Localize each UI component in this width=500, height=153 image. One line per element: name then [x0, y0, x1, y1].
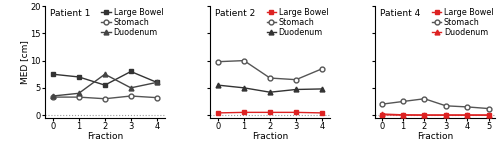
Duodenum — [400, 114, 406, 116]
Stomach — [76, 96, 82, 98]
Stomach — [50, 96, 56, 98]
Large Bowel — [378, 114, 384, 116]
Line: Duodenum: Duodenum — [216, 83, 324, 95]
Large Bowel — [50, 73, 56, 75]
Large Bowel — [293, 111, 299, 113]
Large Bowel — [215, 112, 221, 114]
Stomach — [443, 105, 449, 107]
Stomach — [267, 77, 273, 79]
Duodenum — [443, 114, 449, 116]
Duodenum — [76, 92, 82, 94]
Stomach — [241, 60, 247, 62]
Duodenum — [215, 84, 221, 86]
Line: Large Bowel: Large Bowel — [380, 112, 491, 118]
X-axis label: Fraction: Fraction — [86, 132, 123, 141]
Line: Duodenum: Duodenum — [380, 112, 491, 118]
Legend: Large Bowel, Stomach, Duodenum: Large Bowel, Stomach, Duodenum — [100, 7, 164, 38]
Stomach — [128, 95, 134, 97]
Stomach — [422, 98, 428, 100]
X-axis label: Fraction: Fraction — [417, 132, 454, 141]
Stomach — [400, 101, 406, 102]
Text: Patient 2: Patient 2 — [215, 9, 255, 19]
Large Bowel — [400, 114, 406, 116]
Duodenum — [464, 114, 470, 116]
Text: Patient 1: Patient 1 — [50, 9, 90, 19]
Stomach — [486, 108, 492, 109]
Stomach — [378, 103, 384, 105]
Stomach — [293, 79, 299, 81]
Large Bowel — [464, 114, 470, 116]
Duodenum — [422, 114, 428, 116]
Line: Large Bowel: Large Bowel — [50, 69, 160, 88]
Line: Large Bowel: Large Bowel — [216, 110, 324, 115]
Text: Patient 4: Patient 4 — [380, 9, 420, 19]
Large Bowel — [267, 111, 273, 113]
Large Bowel — [319, 112, 325, 114]
Large Bowel — [443, 114, 449, 116]
Stomach — [464, 106, 470, 108]
Large Bowel — [241, 111, 247, 113]
Large Bowel — [102, 84, 108, 86]
Line: Stomach: Stomach — [380, 96, 491, 111]
Stomach — [154, 97, 160, 99]
Duodenum — [50, 95, 56, 97]
Large Bowel — [422, 114, 428, 116]
Line: Stomach: Stomach — [50, 94, 160, 101]
Duodenum — [128, 87, 134, 89]
Y-axis label: MED [cm]: MED [cm] — [20, 40, 29, 84]
Stomach — [102, 98, 108, 100]
Duodenum — [241, 87, 247, 89]
Duodenum — [267, 91, 273, 93]
Large Bowel — [154, 82, 160, 83]
Duodenum — [319, 88, 325, 90]
Duodenum — [154, 82, 160, 83]
Stomach — [319, 68, 325, 70]
Large Bowel — [76, 76, 82, 78]
Duodenum — [378, 113, 384, 115]
X-axis label: Fraction: Fraction — [252, 132, 288, 141]
Line: Duodenum: Duodenum — [50, 72, 160, 98]
Large Bowel — [128, 71, 134, 72]
Line: Stomach: Stomach — [216, 58, 324, 82]
Legend: Large Bowel, Stomach, Duodenum: Large Bowel, Stomach, Duodenum — [266, 7, 329, 38]
Stomach — [215, 61, 221, 63]
Duodenum — [293, 89, 299, 90]
Duodenum — [102, 73, 108, 75]
Legend: Large Bowel, Stomach, Duodenum: Large Bowel, Stomach, Duodenum — [431, 7, 494, 38]
Large Bowel — [486, 114, 492, 116]
Duodenum — [486, 114, 492, 116]
